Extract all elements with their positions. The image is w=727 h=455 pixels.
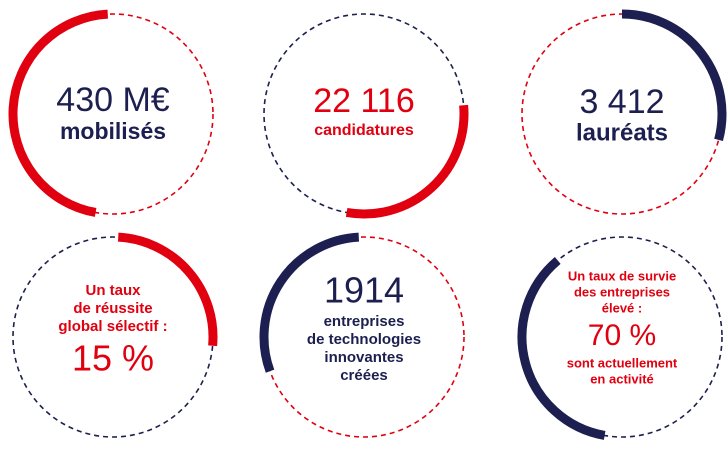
stat-caption: lauréats	[576, 119, 668, 146]
stat-caption: innovantes	[324, 349, 403, 366]
stat-intro: de réussite	[73, 300, 152, 317]
stat-figure: 15 %	[72, 338, 154, 379]
stat-intro: global sélectif :	[58, 318, 167, 335]
dashed-ring	[263, 236, 465, 438]
stat-figure: 1914	[324, 270, 404, 311]
solid-arc	[117, 232, 218, 347]
stat-caption: de technologies	[307, 331, 421, 348]
stat-caption: créées	[340, 367, 388, 384]
stat-figure: 430 M€	[56, 81, 169, 119]
stat-caption: mobilisés	[60, 118, 166, 144]
stat-intro: élevé :	[602, 300, 642, 315]
dashed-ring	[12, 13, 214, 215]
stat-figure: 3 412	[579, 83, 664, 121]
stat-figure: 70 %	[588, 319, 656, 352]
solid-arc	[345, 104, 469, 219]
solid-arc	[8, 9, 109, 217]
stat-intro: des entreprises	[574, 284, 670, 299]
stat-intro: Un taux de survie	[568, 268, 676, 283]
solid-arc	[621, 9, 727, 142]
stat-caption: entreprises	[324, 313, 405, 330]
solid-arc	[517, 256, 606, 440]
solid-arc	[259, 232, 360, 373]
stat-figure: 22 116	[313, 82, 414, 120]
dashed-ring	[521, 236, 723, 438]
stat-intro: Un taux	[85, 282, 141, 299]
stat-caption: candidatures	[314, 122, 414, 139]
rings	[8, 9, 727, 440]
stat-caption: en activité	[590, 371, 654, 386]
stat-caption: sont actuellement	[567, 355, 678, 370]
